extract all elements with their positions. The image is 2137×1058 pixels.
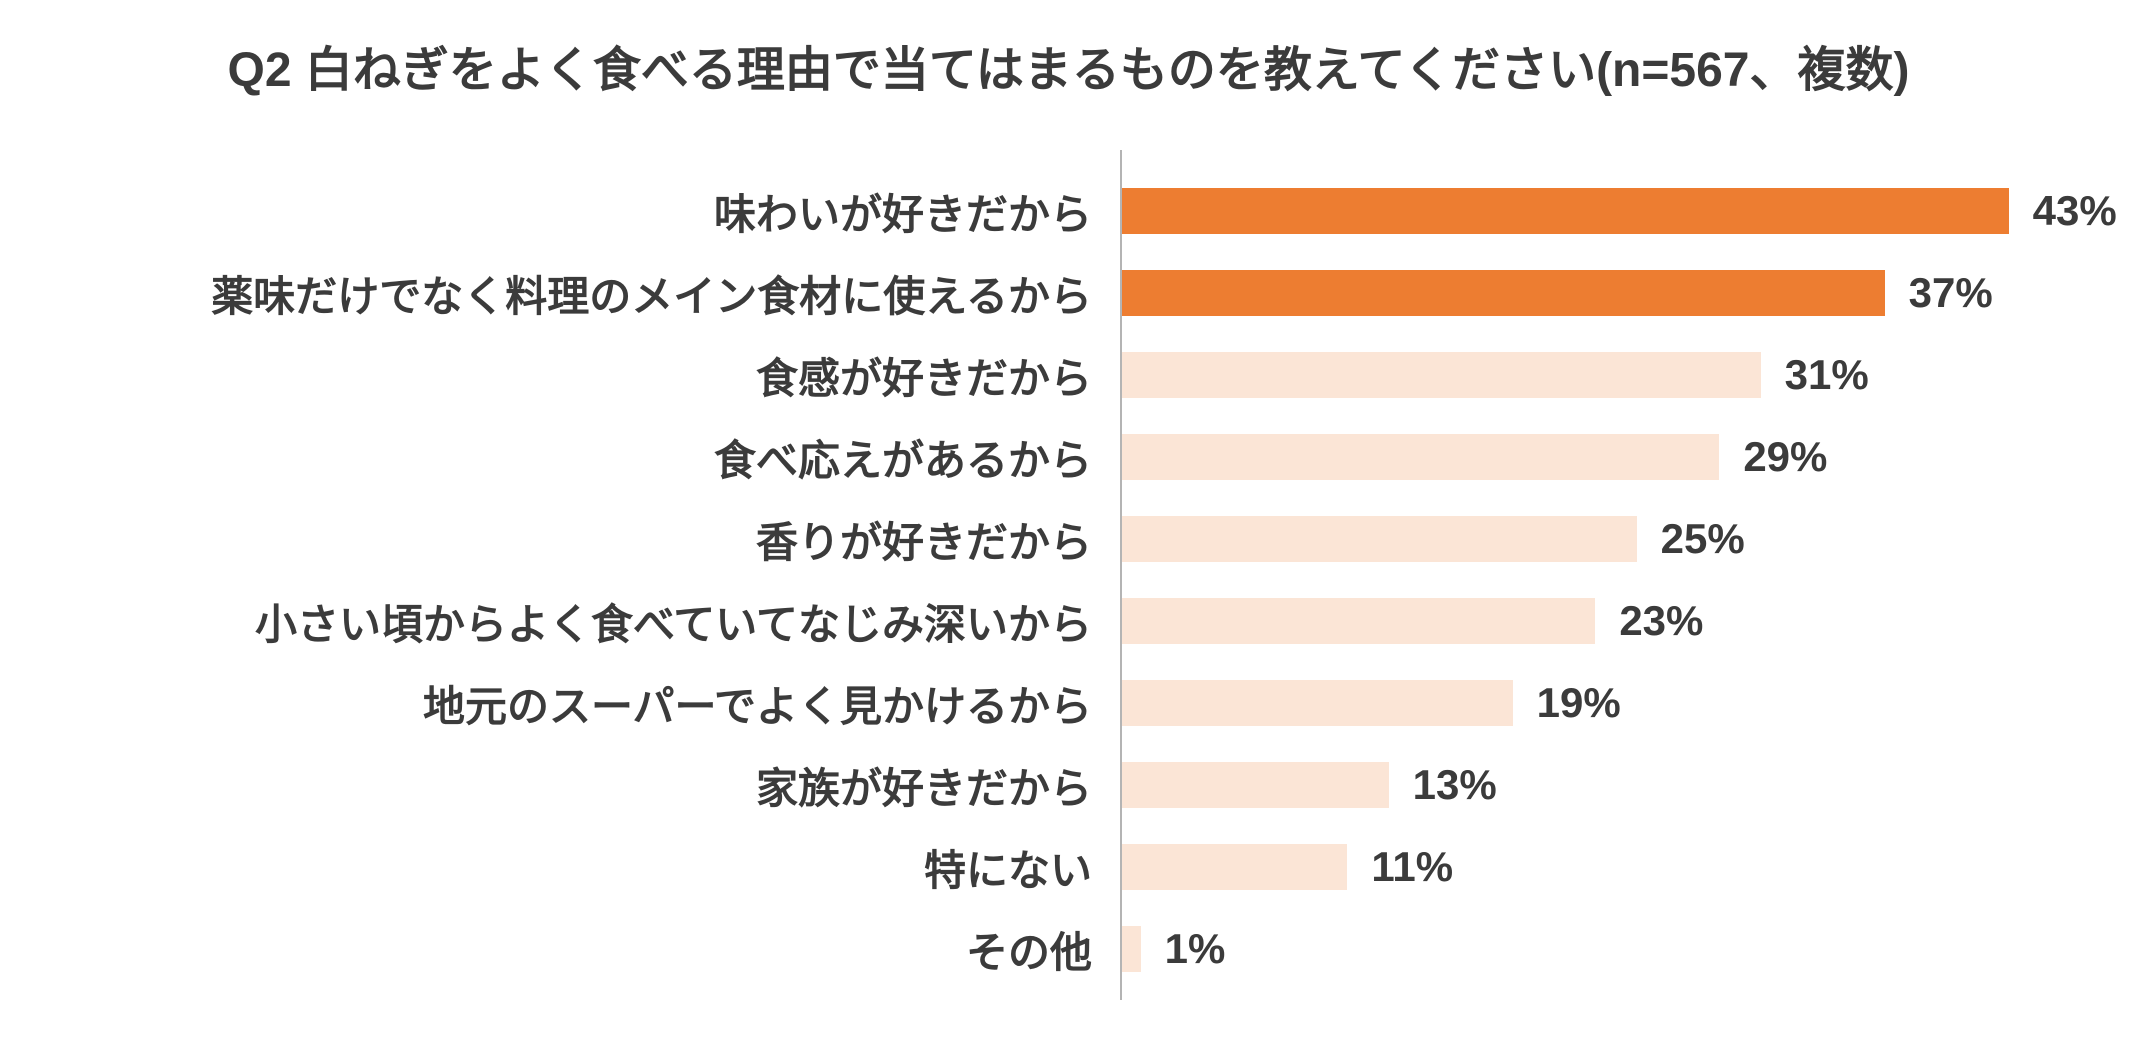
value-label: 13% — [1413, 761, 1497, 809]
bar-zone: 31% — [1120, 351, 2050, 399]
bar-zone: 11% — [1120, 843, 2050, 891]
category-label: 小さい頃からよく食べていてなじみ深いから — [60, 591, 1120, 652]
category-label: 香りが好きだから — [60, 509, 1120, 570]
bar — [1120, 680, 1513, 726]
chart-row: 食べ応えがあるから 29% — [60, 416, 2077, 498]
value-label: 23% — [1619, 597, 1703, 645]
category-label: 薬味だけでなく料理のメイン食材に使えるから — [60, 263, 1120, 324]
chart-row: 香りが好きだから 25% — [60, 498, 2077, 580]
value-label: 19% — [1537, 679, 1621, 727]
bar — [1120, 188, 2009, 234]
bar — [1120, 926, 1141, 972]
chart-container: Q2 白ねぎをよく食べる理由で当てはまるものを教えてください(n=567、複数)… — [0, 0, 2137, 1058]
bar-zone: 23% — [1120, 597, 2050, 645]
bar-zone: 13% — [1120, 761, 2050, 809]
category-label: 家族が好きだから — [60, 755, 1120, 816]
value-label: 37% — [1909, 269, 1993, 317]
chart-row: 食感が好きだから 31% — [60, 334, 2077, 416]
bar — [1120, 352, 1761, 398]
value-label: 1% — [1165, 925, 1226, 973]
bar-zone: 1% — [1120, 925, 2050, 973]
bar — [1120, 762, 1389, 808]
bar-zone: 29% — [1120, 433, 2050, 481]
chart-rows: 味わいが好きだから43% 薬味だけでなく料理のメイン食材に使えるから 37% 食感が好… — [60, 170, 2077, 990]
bar — [1120, 598, 1595, 644]
chart-row: 家族が好きだから 13% — [60, 744, 2077, 826]
category-label: その他 — [60, 919, 1120, 980]
category-label: 味わいが好きだから — [60, 181, 1120, 242]
category-label: 食べ応えがあるから — [60, 427, 1120, 488]
bar-zone: 19% — [1120, 679, 2050, 727]
chart-row: 小さい頃からよく食べていてなじみ深いから 23% — [60, 580, 2077, 662]
bar — [1120, 270, 1885, 316]
value-label: 11% — [1371, 843, 1453, 891]
category-label: 特にない — [60, 837, 1120, 898]
bar — [1120, 844, 1347, 890]
chart-title: Q2 白ねぎをよく食べる理由で当てはまるものを教えてください(n=567、複数) — [60, 30, 2077, 100]
value-label: 29% — [1743, 433, 1827, 481]
value-label: 25% — [1661, 515, 1745, 563]
category-label: 地元のスーパーでよく見かけるから — [60, 673, 1120, 734]
chart-row: その他 1% — [60, 908, 2077, 990]
value-label: 31% — [1785, 351, 1869, 399]
chart-row: 味わいが好きだから43% — [60, 170, 2077, 252]
bar-zone: 25% — [1120, 515, 2050, 563]
chart-row: 薬味だけでなく料理のメイン食材に使えるから 37% — [60, 252, 2077, 334]
bar-zone: 37% — [1120, 269, 2050, 317]
value-label: 43% — [2033, 187, 2117, 235]
bar-zone: 43% — [1120, 187, 2117, 235]
chart-row: 特にない 11% — [60, 826, 2077, 908]
bar — [1120, 434, 1719, 480]
category-label: 食感が好きだから — [60, 345, 1120, 406]
chart-row: 地元のスーパーでよく見かけるから 19% — [60, 662, 2077, 744]
bar — [1120, 516, 1637, 562]
